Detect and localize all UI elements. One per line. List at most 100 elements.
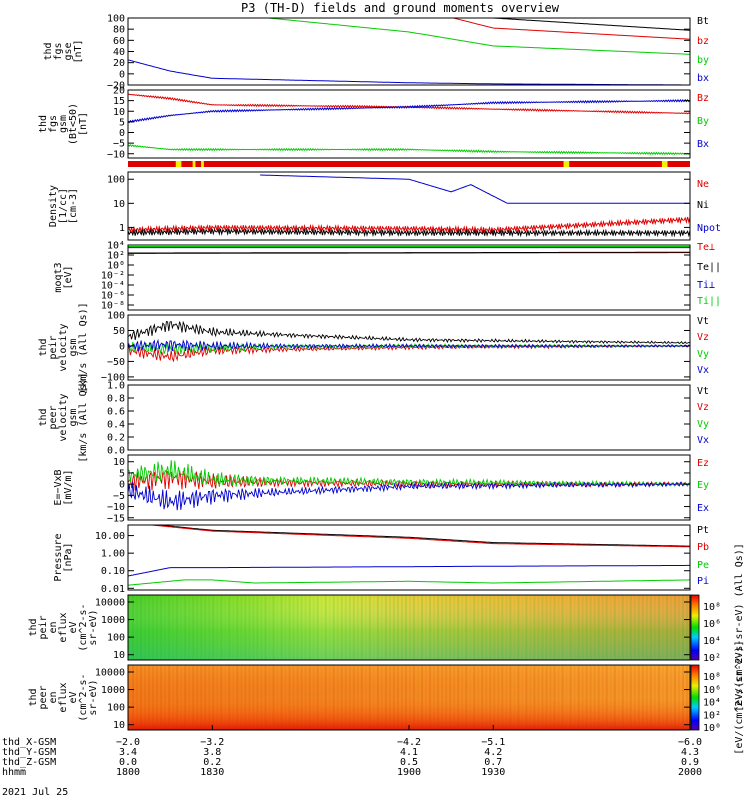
colorbar	[690, 664, 700, 731]
heatmap-stripe	[485, 595, 488, 660]
heatmap-stripe	[465, 595, 468, 660]
heatmap-stripe	[585, 665, 588, 730]
axis-row-label: thd_Z-GSM	[2, 757, 56, 768]
axis-row-value: 4.1	[400, 747, 418, 758]
heatmap-shade	[128, 595, 690, 660]
legend-Pe: Pe	[697, 560, 709, 571]
heatmap-stripe	[573, 595, 576, 660]
y-axis-label: gse	[63, 42, 74, 60]
series-group-moqt3	[128, 246, 690, 254]
heatmap-stripe	[236, 595, 239, 660]
heatmap-stripe	[320, 665, 323, 730]
heatmap-stripe	[148, 665, 151, 730]
heatmap-stripe	[136, 665, 139, 730]
heatmap-stripe	[264, 595, 267, 660]
heatmap-stripe	[413, 665, 416, 730]
heatmap-stripe	[445, 665, 448, 730]
heatmap-stripe	[481, 595, 484, 660]
heatmap-stripe	[164, 595, 167, 660]
series-line-Bt	[491, 18, 690, 31]
y-tick-label: 10⁻⁶	[101, 291, 125, 302]
heatmap-stripe	[328, 595, 331, 660]
heatmap-stripe	[473, 665, 476, 730]
colorbar-tick-label: 10⁸	[703, 602, 721, 613]
quality-bar-yellow	[201, 161, 204, 167]
y-tick-label: 0.8	[107, 394, 125, 405]
y-tick-label: 0	[119, 480, 125, 491]
heatmap-peer-en	[128, 665, 690, 730]
heatmap-stripe	[513, 665, 516, 730]
heatmap-stripe	[621, 595, 624, 660]
heatmap-stripe	[372, 665, 375, 730]
quality-bar-red	[128, 161, 690, 167]
axis-row-value: 1900	[397, 767, 421, 778]
heatmap-stripe	[497, 595, 500, 660]
series-line-By	[128, 144, 690, 156]
y-tick-label: 15	[113, 96, 125, 107]
legend-Vt: Vt	[697, 316, 709, 327]
heatmap-stripe	[653, 665, 656, 730]
y-tick-label: 10	[113, 107, 125, 118]
y-tick-label: 10⁻²	[101, 271, 125, 282]
y-tick-label: 5	[119, 468, 125, 479]
y-tick-label: 0.2	[107, 433, 125, 444]
y-tick-label: 50	[113, 326, 125, 337]
y-tick-label: 1000	[101, 615, 125, 626]
heatmap-stripe	[409, 595, 411, 660]
y-axis-label: eV	[68, 691, 79, 703]
heatmap-stripe	[212, 665, 215, 730]
date-label: 2021 Jul 25	[2, 787, 68, 798]
y-tick-label: −5	[113, 491, 125, 502]
plot-title: P3 (TH-D) fields and ground moments over…	[241, 1, 560, 15]
heatmap-stripe	[384, 595, 387, 660]
heatmap-stripe	[284, 665, 287, 730]
heatmap-stripe	[140, 665, 143, 730]
colorbar-tick-label: 10⁶	[703, 619, 721, 630]
axis-row-value: 3.8	[203, 747, 221, 758]
heatmap-stripe	[288, 595, 291, 660]
heatmap-stripe	[681, 665, 684, 730]
y-tick-label: 10²	[107, 251, 125, 262]
y-axis-label: thd	[28, 618, 39, 636]
y-axis-label: peer	[48, 405, 59, 429]
heatmap-stripe	[156, 595, 159, 660]
y-tick-label: 0.10	[101, 566, 125, 577]
heatmap-stripe	[685, 665, 688, 730]
heatmap-stripe	[597, 595, 600, 660]
y-tick-label: 10.00	[95, 531, 125, 542]
heatmap-stripe	[396, 595, 399, 660]
heatmap-stripe	[140, 595, 143, 660]
quality-flag-bar	[128, 161, 690, 167]
heatmap-stripe	[404, 595, 407, 660]
time-axis: thd_X-GSM −2.0 −3.2 −4.2 −5.1 −6.0 thd_Y-GSM 3.…	[2, 725, 702, 798]
heatmap-stripe	[613, 665, 616, 730]
y-tick-label: 10	[113, 650, 125, 661]
axis-row-value: 0.7	[484, 757, 502, 768]
series-line-Bz	[128, 93, 690, 115]
y-tick-label: −100	[101, 372, 125, 383]
y-axis-label: peir	[48, 335, 59, 359]
y-tick-label: −5	[113, 139, 125, 150]
legend-Ne: Ne	[697, 179, 709, 190]
legend-Pt: Pt	[697, 525, 709, 536]
colorbar-tick-label: 10⁸	[703, 672, 721, 683]
legend-Pb: Pb	[697, 542, 709, 553]
series-line-bx	[128, 59, 690, 85]
heatmap-stripe	[465, 665, 468, 730]
axis-row-value: −6.0	[678, 737, 702, 748]
heatmap-stripe	[280, 665, 283, 730]
panel-peir-en: 10000 1000 100 10 thd peir en eflux eV (cm^2-s-sr…	[28, 594, 691, 661]
y-axis-label: thd	[38, 338, 49, 356]
y-tick-label: 100	[107, 703, 125, 714]
heatmap-stripe	[525, 595, 528, 660]
heatmap-stripe	[184, 595, 187, 660]
heatmap-stripe	[300, 665, 303, 730]
y-axis-label: Pressure	[53, 533, 64, 581]
heatmap-stripe	[360, 595, 363, 660]
heatmap-stripe	[132, 595, 135, 660]
heatmap-stripe	[657, 665, 660, 730]
y-axis-label: (cm^2-s-	[78, 673, 89, 721]
heatmap-stripe	[200, 665, 203, 730]
heatmap-stripe	[244, 595, 247, 660]
